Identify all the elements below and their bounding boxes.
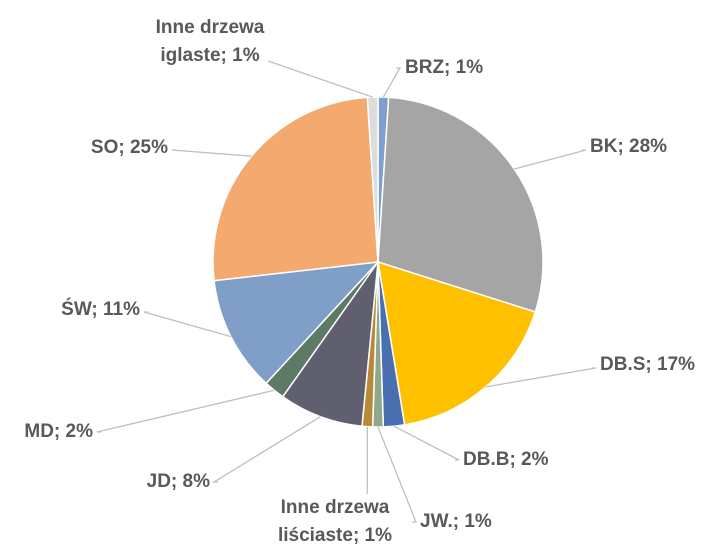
data-label: Inne drzewa iglaste; 1% [156, 17, 265, 66]
leader-line [382, 67, 402, 98]
data-label-line: liściaste; 1% [278, 525, 392, 546]
data-label-line: BRZ; 1% [405, 57, 483, 78]
data-label: DB.B; 2% [463, 449, 549, 470]
pie-slice [377, 96, 544, 313]
leader-line [96, 389, 275, 433]
data-label-line: Inne drzewa [281, 497, 390, 518]
leader-line [514, 149, 587, 170]
leader-line [377, 426, 417, 523]
pie-slice [366, 96, 379, 263]
pie-slice [213, 261, 380, 385]
pie-slice [212, 96, 379, 282]
data-label-line: BK; 28% [590, 136, 667, 157]
leader-line [211, 416, 321, 483]
data-label-line: DB.B; 2% [463, 449, 549, 470]
data-label-line: Inne drzewa [156, 17, 265, 38]
data-label: Inne drzewa liściaste; 1% [278, 497, 392, 546]
leader-line [171, 149, 252, 157]
data-label: MD; 2% [24, 421, 93, 442]
leader-line [143, 311, 232, 338]
data-label: SO; 25% [91, 137, 168, 158]
leader-line [485, 367, 597, 388]
data-label-line: DB.S; 17% [600, 354, 695, 375]
data-label-line: iglaste; 1% [160, 45, 259, 66]
data-label: JW.; 1% [420, 511, 492, 532]
leader-line [267, 60, 373, 98]
data-label: ŚW; 11% [61, 298, 140, 320]
data-label: DB.S; 17% [600, 354, 695, 375]
leader-line [393, 425, 460, 461]
data-label-line: MD; 2% [24, 421, 93, 442]
data-label: BRZ; 1% [405, 57, 483, 78]
data-label-line: JW.; 1% [420, 511, 492, 532]
data-label-line: JD; 8% [147, 471, 210, 492]
data-label-line: SO; 25% [91, 137, 168, 158]
data-label-line: ŚW; 11% [61, 298, 140, 320]
data-label: JD; 8% [147, 471, 210, 492]
data-label: BK; 28% [590, 136, 667, 157]
pie-slice [377, 260, 537, 426]
